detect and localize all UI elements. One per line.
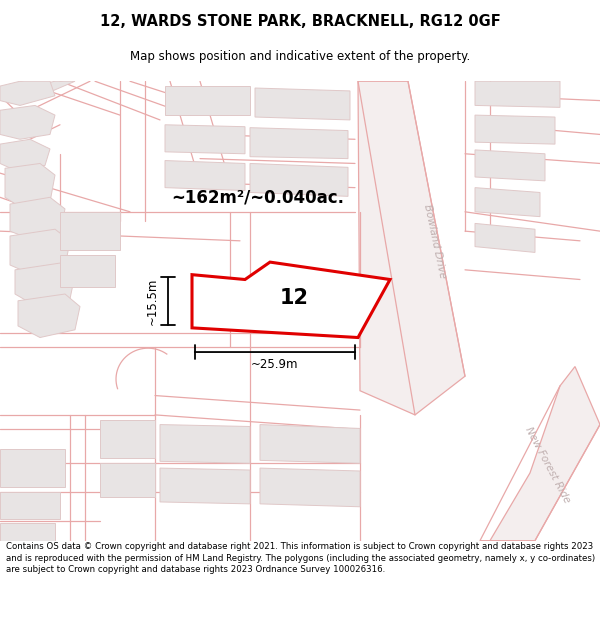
Polygon shape [358,81,465,415]
Polygon shape [5,164,55,207]
Polygon shape [10,198,65,239]
Text: ~25.9m: ~25.9m [251,358,299,371]
Polygon shape [250,127,348,159]
Polygon shape [10,81,75,101]
Text: 12: 12 [280,288,309,308]
Polygon shape [475,150,545,181]
Polygon shape [165,161,245,191]
Polygon shape [475,223,535,253]
Polygon shape [255,88,350,120]
Polygon shape [165,86,250,115]
Polygon shape [0,139,50,170]
Polygon shape [250,164,348,196]
Polygon shape [15,263,75,306]
Polygon shape [260,468,360,507]
Text: New Forest Ride: New Forest Ride [524,426,572,505]
Polygon shape [475,188,540,217]
Polygon shape [480,366,600,541]
Polygon shape [165,125,245,154]
Polygon shape [0,449,65,488]
Polygon shape [475,81,560,107]
Text: ~15.5m: ~15.5m [146,278,158,325]
Polygon shape [0,106,55,139]
Polygon shape [100,420,155,458]
Text: 12, WARDS STONE PARK, BRACKNELL, RG12 0GF: 12, WARDS STONE PARK, BRACKNELL, RG12 0G… [100,14,500,29]
Text: Bowland Drive: Bowland Drive [422,203,448,279]
Polygon shape [10,229,70,274]
Polygon shape [160,424,250,463]
Text: Contains OS data © Crown copyright and database right 2021. This information is : Contains OS data © Crown copyright and d… [6,542,595,574]
Polygon shape [192,262,390,338]
Polygon shape [0,523,55,541]
Polygon shape [60,212,120,251]
Polygon shape [160,468,250,504]
Polygon shape [100,463,155,497]
Polygon shape [0,492,60,519]
Text: Map shows position and indicative extent of the property.: Map shows position and indicative extent… [130,50,470,62]
Polygon shape [260,424,360,463]
Polygon shape [18,294,80,338]
Polygon shape [60,256,115,288]
Polygon shape [0,81,55,106]
Polygon shape [475,115,555,144]
Text: ~162m²/~0.040ac.: ~162m²/~0.040ac. [172,188,344,206]
